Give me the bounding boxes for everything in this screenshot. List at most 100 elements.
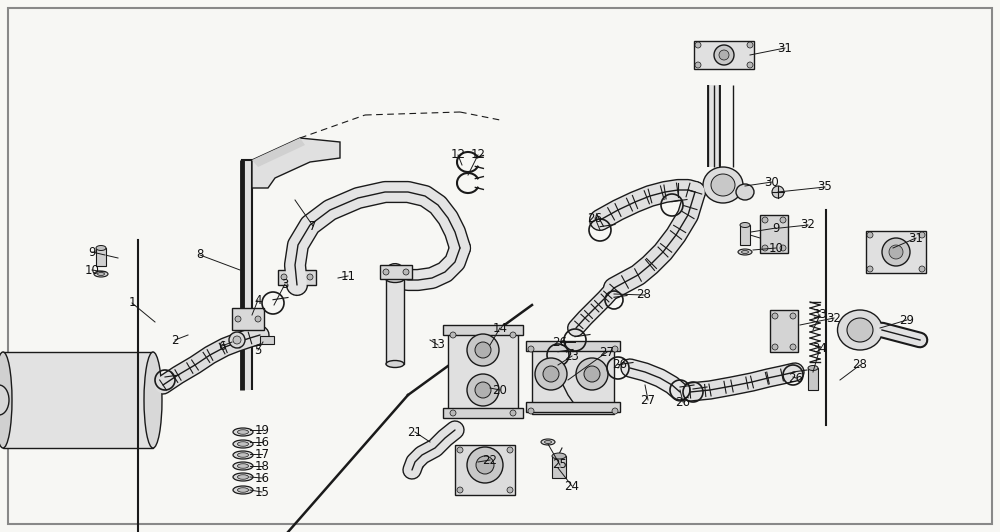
Ellipse shape (238, 488, 248, 492)
Text: 26: 26 (612, 359, 628, 371)
Bar (96, 248, 106, 266)
Bar (526, 341, 620, 351)
Text: 32: 32 (801, 219, 815, 231)
Bar (278, 270, 316, 285)
Bar (532, 346, 614, 414)
Circle shape (919, 232, 925, 238)
Circle shape (383, 269, 389, 275)
Circle shape (719, 50, 729, 60)
Circle shape (475, 382, 491, 398)
Bar (552, 456, 566, 478)
Circle shape (450, 332, 456, 338)
Circle shape (695, 42, 701, 48)
Circle shape (229, 332, 245, 348)
Circle shape (528, 408, 534, 414)
Bar (740, 225, 750, 245)
Circle shape (450, 410, 456, 416)
Bar (760, 215, 788, 253)
Ellipse shape (386, 361, 404, 368)
Circle shape (235, 316, 241, 322)
Circle shape (714, 45, 734, 65)
Ellipse shape (238, 475, 248, 479)
Text: 26: 26 (788, 371, 804, 385)
Bar (526, 402, 620, 412)
Text: 26: 26 (676, 395, 690, 409)
Polygon shape (252, 138, 305, 167)
Text: 27: 27 (600, 345, 614, 359)
Ellipse shape (233, 428, 253, 436)
Circle shape (281, 274, 287, 280)
Ellipse shape (544, 440, 552, 444)
Polygon shape (252, 138, 340, 188)
Ellipse shape (233, 440, 253, 448)
Circle shape (612, 408, 618, 414)
Circle shape (476, 456, 494, 474)
Text: 13: 13 (431, 338, 445, 352)
Text: 14: 14 (492, 321, 508, 335)
Text: 31: 31 (909, 231, 923, 245)
Circle shape (233, 336, 241, 344)
Ellipse shape (742, 251, 748, 254)
Text: 25: 25 (553, 459, 567, 471)
Ellipse shape (808, 365, 818, 370)
Ellipse shape (144, 352, 162, 448)
Bar (380, 265, 412, 279)
Circle shape (867, 232, 873, 238)
Text: 10: 10 (769, 242, 783, 254)
Bar (3, 352, 153, 448)
Circle shape (467, 374, 499, 406)
Circle shape (612, 346, 618, 352)
Ellipse shape (0, 352, 12, 448)
Ellipse shape (838, 310, 883, 350)
Circle shape (919, 266, 925, 272)
Ellipse shape (541, 439, 555, 445)
Text: 20: 20 (493, 384, 507, 396)
Text: 21: 21 (408, 426, 422, 438)
Circle shape (584, 366, 600, 382)
Text: 31: 31 (778, 41, 792, 54)
Circle shape (780, 245, 786, 251)
Ellipse shape (233, 473, 253, 481)
Text: 22: 22 (482, 453, 498, 467)
Text: 16: 16 (254, 436, 270, 448)
Bar (260, 336, 274, 344)
Circle shape (255, 316, 261, 322)
Text: 27: 27 (640, 394, 656, 406)
Circle shape (772, 313, 778, 319)
Circle shape (403, 269, 409, 275)
Ellipse shape (233, 462, 253, 470)
Text: 35: 35 (818, 180, 832, 194)
Circle shape (457, 487, 463, 493)
Text: 17: 17 (254, 447, 270, 461)
Circle shape (762, 217, 768, 223)
Bar (242, 160, 252, 390)
Text: 30: 30 (765, 176, 779, 188)
Ellipse shape (847, 318, 873, 342)
Circle shape (543, 366, 559, 382)
Text: 33: 33 (813, 309, 827, 321)
Circle shape (889, 245, 903, 259)
Text: 32: 32 (827, 312, 841, 325)
Circle shape (307, 274, 313, 280)
Text: 7: 7 (309, 220, 317, 232)
Text: 12: 12 (450, 148, 466, 162)
Text: 10: 10 (85, 263, 99, 277)
Bar (694, 41, 754, 69)
Circle shape (535, 358, 567, 390)
Bar (455, 445, 515, 495)
Ellipse shape (238, 442, 248, 446)
Circle shape (510, 332, 516, 338)
Ellipse shape (96, 245, 106, 251)
Ellipse shape (552, 453, 566, 459)
Text: 18: 18 (255, 460, 269, 472)
Circle shape (762, 245, 768, 251)
Text: 26: 26 (552, 336, 568, 348)
Text: 2: 2 (171, 334, 179, 346)
Text: 24: 24 (564, 479, 580, 493)
Ellipse shape (738, 249, 752, 255)
Circle shape (790, 313, 796, 319)
Circle shape (772, 344, 778, 350)
Bar (866, 231, 926, 273)
Ellipse shape (736, 184, 754, 200)
Ellipse shape (233, 486, 253, 494)
